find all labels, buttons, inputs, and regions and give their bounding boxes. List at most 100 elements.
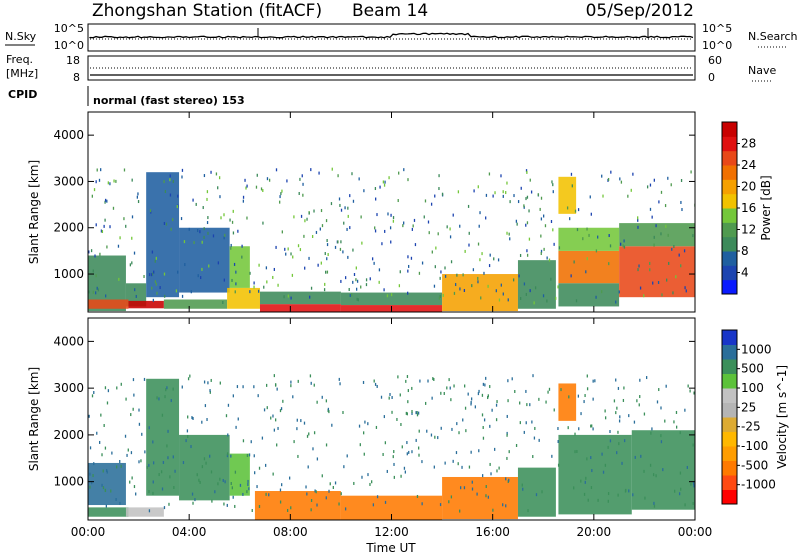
power-speckle [500, 174, 502, 178]
power-speckle [181, 168, 184, 172]
power-speckle [337, 174, 339, 178]
power-speckle [552, 183, 554, 187]
velocity-speckle [246, 453, 249, 457]
power-speckle [506, 181, 508, 185]
power-speckle [258, 263, 260, 267]
velocity-speckle [590, 456, 592, 460]
power-speckle [449, 235, 452, 239]
velocity-speckle [296, 427, 298, 431]
velocity-speckle [686, 465, 688, 469]
velocity-speckle [464, 406, 467, 410]
power-speckle [223, 213, 225, 217]
power-speckle [488, 172, 491, 176]
power-speckle [586, 257, 588, 261]
colorbar-swatch [722, 446, 737, 461]
power-speckle [414, 243, 417, 247]
velocity-speckle [462, 418, 464, 422]
power-speckle [497, 258, 500, 262]
velocity-speckle [290, 380, 292, 384]
power-region-12 [340, 292, 443, 306]
velocity-speckle [673, 420, 675, 424]
station-title: Zhongshan Station (fitACF) [92, 1, 322, 21]
power-speckle [195, 202, 197, 206]
velocity-speckle [440, 391, 442, 395]
velocity-speckle [495, 403, 498, 407]
power-speckle [427, 220, 430, 224]
velocity-speckle [364, 420, 366, 424]
power-speckle [632, 172, 634, 176]
power-speckle [424, 199, 427, 203]
power-speckle [136, 195, 139, 199]
velocity-speckle [172, 455, 174, 459]
velocity-speckle [660, 434, 662, 438]
power-region-1 [125, 283, 147, 307]
velocity-speckle [532, 374, 534, 378]
power-speckle [471, 284, 473, 288]
velocity-speckle [376, 384, 378, 388]
power-speckle [113, 179, 115, 183]
power-speckle [353, 273, 356, 277]
power-speckle [402, 224, 404, 228]
freq-label: Freq. [6, 53, 33, 66]
power-speckle [255, 185, 258, 189]
power-speckle [622, 244, 624, 248]
power-speckle [678, 253, 680, 257]
power-speckle [376, 213, 378, 217]
power-speckle [615, 300, 617, 304]
colorbar-swatch [722, 388, 737, 403]
power-speckle [169, 178, 171, 182]
power-speckle [324, 252, 326, 256]
x-axis-label: Time UT [365, 541, 416, 554]
power-speckle [347, 206, 349, 210]
power-colorbar-label: 8 [741, 244, 749, 258]
power-speckle [653, 235, 655, 239]
velocity-region-5 [229, 453, 250, 496]
power-speckle [131, 215, 134, 219]
power-speckle [117, 244, 120, 248]
power-speckle [630, 188, 632, 192]
power-speckle [363, 189, 365, 193]
power-speckle [392, 216, 395, 220]
power-speckle [588, 233, 590, 237]
velocity-speckle [538, 397, 540, 401]
power-speckle [279, 200, 281, 204]
velocity-speckle [274, 418, 277, 422]
power-speckle [349, 226, 351, 230]
colorbar-swatch [722, 359, 737, 374]
power-speckle [543, 247, 545, 251]
velocity-speckle [535, 493, 538, 497]
velocity-speckle [406, 412, 408, 416]
velocity-speckle [692, 443, 694, 447]
power-speckle [571, 184, 573, 188]
velocity-speckle [292, 395, 294, 399]
power-speckle [516, 222, 518, 226]
power-speckle [340, 279, 342, 283]
colorbar-frame [721, 329, 738, 505]
power-data [88, 167, 695, 312]
velocity-speckle [665, 384, 667, 388]
power-speckle [597, 235, 599, 239]
velocity-speckle [531, 420, 533, 424]
power-speckle [602, 194, 604, 198]
velocity-speckle [148, 426, 150, 430]
power-speckle [304, 266, 306, 270]
power-speckle [619, 242, 622, 246]
velocity-speckle [592, 427, 594, 431]
power-speckle [311, 234, 314, 238]
velocity-speckle [106, 470, 108, 474]
power-speckle [266, 280, 268, 284]
power-region-9 [259, 304, 341, 312]
velocity-speckle [148, 509, 151, 513]
velocity-speckle [328, 410, 330, 414]
power-speckle [577, 208, 580, 212]
power-speckle [649, 207, 652, 211]
power-speckle [506, 231, 508, 235]
velocity-speckle [613, 399, 616, 403]
power-speckle [526, 253, 529, 257]
velocity-speckle [133, 393, 135, 397]
velocity-speckle [400, 422, 402, 426]
velocity-speckle [313, 431, 316, 435]
power-speckle [313, 209, 315, 213]
velocity-speckle [496, 400, 498, 404]
power-speckle [281, 230, 283, 234]
